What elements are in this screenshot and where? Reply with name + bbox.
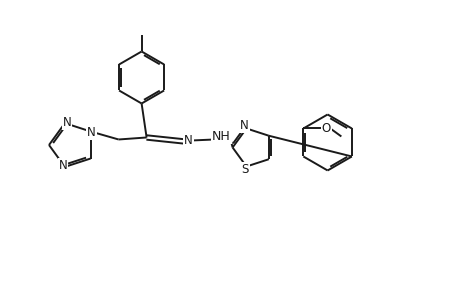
Text: N: N [58,159,67,172]
Text: O: O [321,122,330,135]
Text: N: N [240,119,248,132]
Text: NH: NH [212,130,230,143]
Text: N: N [184,134,193,147]
Text: S: S [241,163,249,176]
Text: N: N [87,126,96,139]
Text: N: N [62,116,71,129]
